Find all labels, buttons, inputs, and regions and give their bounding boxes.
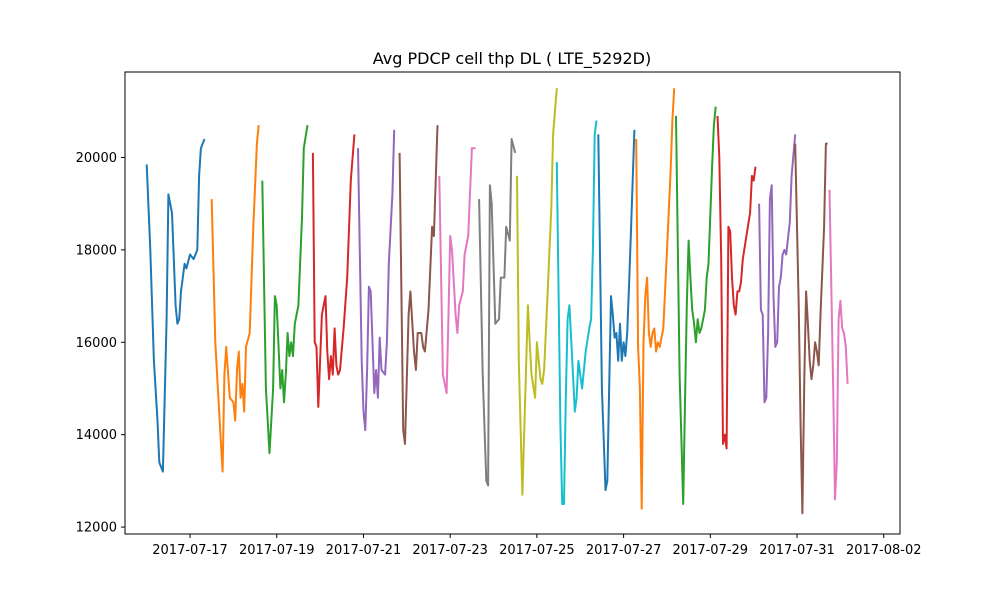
series-line-13 — [675, 106, 717, 505]
series-line-12 — [635, 88, 676, 510]
series-line-8 — [478, 138, 517, 487]
series-line-4 — [311, 134, 356, 408]
x-tick-label: 2017-08-02 — [846, 543, 922, 558]
series-line-9 — [516, 88, 558, 496]
series-line-14 — [716, 115, 757, 450]
y-tick-label: 14000 — [76, 428, 117, 443]
y-axis: 12000 14000 16000 18000 20000 — [76, 151, 125, 536]
y-tick-label: 12000 — [76, 521, 117, 536]
series-line-1 — [145, 138, 206, 473]
series-line-15 — [758, 134, 797, 404]
x-tick-label: 2017-07-19 — [239, 543, 315, 558]
series-line-3 — [261, 124, 309, 455]
x-tick-label: 2017-07-17 — [152, 543, 228, 558]
series-line-7 — [438, 147, 476, 395]
series-line-6 — [398, 125, 439, 445]
x-tick-label: 2017-07-29 — [673, 543, 749, 558]
series-line-11 — [597, 129, 636, 492]
y-tick-label: 18000 — [76, 243, 117, 258]
series-layer — [145, 88, 849, 515]
x-tick-label: 2017-07-25 — [499, 543, 575, 558]
x-tick-label: 2017-07-21 — [326, 543, 402, 558]
series-line-10 — [555, 120, 598, 505]
x-tick-label: 2017-07-31 — [759, 543, 835, 558]
x-tick-label: 2017-07-23 — [412, 543, 488, 558]
series-line-2 — [210, 125, 260, 473]
series-line-5 — [357, 129, 396, 432]
plot-frame — [124, 71, 901, 535]
x-tick-label: 2017-07-27 — [586, 543, 662, 558]
chart-title: Avg PDCP cell thp DL ( LTE_5292D) — [373, 49, 651, 69]
series-line-16 — [794, 142, 828, 515]
y-tick-label: 20000 — [76, 151, 117, 166]
y-tick-label: 16000 — [76, 336, 117, 351]
series-line-17 — [828, 189, 849, 501]
x-axis: 2017-07-17 2017-07-19 2017-07-21 2017-07-23… — [152, 534, 922, 558]
